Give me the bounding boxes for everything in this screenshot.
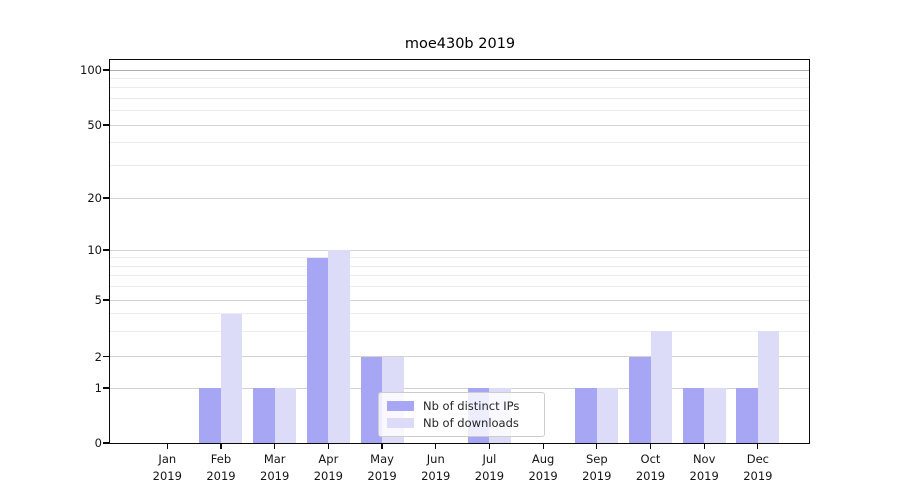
x-tick-label-5: Jun 2019 [421,452,451,483]
gridline-major-5 [110,299,809,301]
y-tick-label-2: 2 [94,349,102,364]
bar-feb-downloads [220,313,243,443]
bar-dec-downloads [757,331,780,443]
bar-nov-downloads [704,388,726,443]
x-tick-label-7: Aug 2019 [528,452,558,483]
gridline-major-50 [110,124,809,126]
legend-label-distinct-ips: Nb of distinct IPs [423,398,520,413]
gridline-minor-7 [110,275,809,277]
x-tick-label-0: Jan 2019 [152,452,182,483]
gridline-minor-60 [110,110,809,112]
x-tick-label-3: Apr 2019 [313,452,343,483]
y-tick-label-5: 5 [94,293,102,307]
x-tick-label-8: Sep 2019 [582,452,612,483]
x-tick-label-2: Mar 2019 [260,452,290,483]
x-tick-mark-5 [435,443,437,449]
y-tick-mark-20 [103,197,109,199]
bar-feb-distinct-ips [199,388,221,443]
chart-title: moe430b 2019 [404,36,516,52]
legend: Nb of distinct IPs Nb of downloads [378,392,545,437]
gridline-major-20 [110,197,809,199]
x-tick-mark-4 [381,443,383,449]
gridline-minor-9 [110,257,809,259]
gridline-major-100 [110,69,809,71]
gridline-major-10 [110,249,809,251]
y-tick-label-1: 1 [94,381,102,395]
x-tick-mark-3 [327,443,329,449]
gridline-minor-70 [110,97,809,99]
gridline-major-1 [110,387,809,389]
bar-may-distinct-ips [360,356,383,443]
x-tick-mark-6 [488,443,491,449]
legend-label-downloads: Nb of downloads [423,416,519,431]
legend-item-downloads: Nb of downloads [387,416,536,430]
x-tick-label-1: Feb 2019 [206,452,236,483]
x-tick-mark-10 [703,443,705,449]
y-tick-label-100: 100 [80,63,102,77]
x-tick-mark-11 [757,443,759,449]
y-tick-mark-0 [103,442,109,444]
bar-sep-downloads [596,388,619,443]
x-tick-mark-8 [596,443,598,449]
x-tick-label-11: Dec 2019 [743,452,773,483]
x-tick-label-6: Jul 2019 [474,452,505,483]
plot-area [109,59,810,444]
x-tick-label-9: Oct 2019 [635,452,666,483]
y-tick-mark-100 [103,69,109,71]
x-tick-mark-7 [542,443,544,449]
bar-apr-distinct-ips [306,257,329,443]
y-tick-mark-10 [103,249,109,251]
bar-sep-distinct-ips [575,388,597,443]
y-tick-label-0: 0 [94,436,102,450]
gridline-minor-30 [110,165,809,167]
x-tick-label-4: May 2019 [367,452,397,483]
x-tick-mark-0 [166,443,168,449]
x-tick-mark-2 [274,443,276,449]
gridline-minor-3 [110,330,809,332]
legend-swatch-downloads [387,418,414,429]
x-tick-mark-9 [649,443,652,449]
bar-oct-downloads [650,331,672,443]
x-tick-label-10: Nov 2019 [689,452,719,483]
y-tick-label-10: 10 [87,243,102,257]
bar-mar-downloads [274,388,297,443]
y-tick-mark-5 [103,299,109,301]
gridline-minor-80 [110,87,809,89]
bar-apr-downloads [328,250,350,443]
y-tick-label-50: 50 [87,118,102,132]
bar-mar-distinct-ips [253,388,275,443]
legend-swatch-distinct-ips [387,400,414,411]
gridline-major-2 [110,356,809,357]
y-tick-label-20: 20 [87,191,102,205]
x-tick-mark-1 [220,443,222,449]
gridline-minor-8 [110,265,809,267]
gridline-minor-90 [110,77,809,79]
bar-dec-distinct-ips [736,388,758,443]
y-tick-mark-50 [103,124,109,126]
gridline-minor-6 [110,286,809,288]
bar-nov-distinct-ips [682,388,705,443]
y-tick-mark-2 [103,355,109,358]
legend-item-distinct-ips: Nb of distinct IPs [387,399,536,413]
y-tick-mark-1 [103,387,109,389]
gridline-minor-4 [110,313,809,315]
gridline-minor-40 [110,142,809,144]
bar-oct-distinct-ips [629,356,651,443]
